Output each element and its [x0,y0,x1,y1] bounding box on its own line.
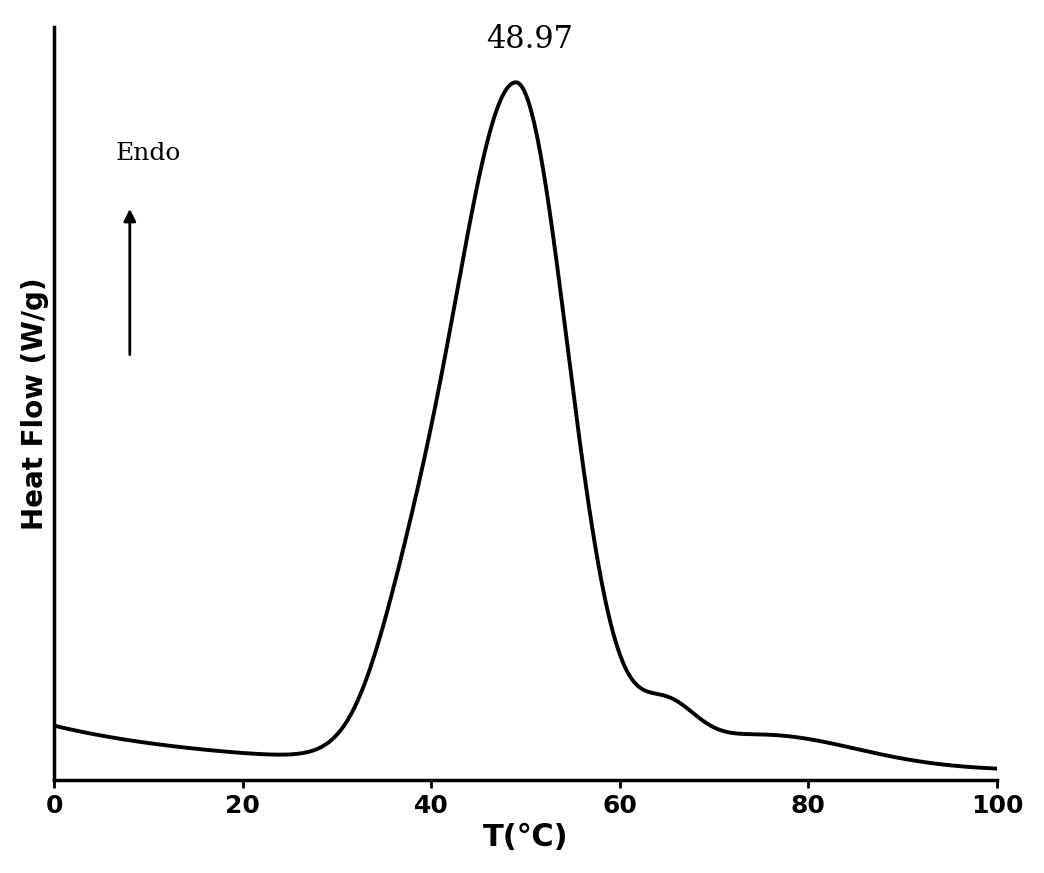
X-axis label: T(℃): T(℃) [482,823,569,852]
Text: Endo: Endo [116,141,181,165]
Text: 48.97: 48.97 [487,24,573,55]
Y-axis label: Heat Flow (W/g): Heat Flow (W/g) [21,278,49,530]
